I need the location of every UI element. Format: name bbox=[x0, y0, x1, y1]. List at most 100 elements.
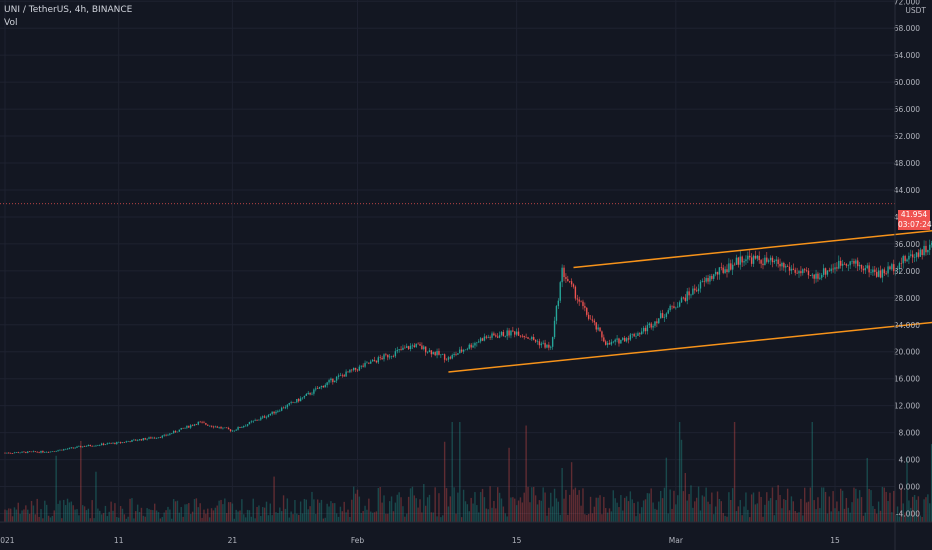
volume-bar bbox=[102, 513, 105, 522]
candle-body bbox=[4, 452, 6, 454]
volume-bar bbox=[720, 501, 723, 522]
candle-body bbox=[641, 331, 643, 335]
volume-bar bbox=[108, 511, 110, 522]
candle-body bbox=[146, 438, 148, 440]
candle-body bbox=[912, 254, 914, 258]
trendline-drawings[interactable] bbox=[448, 143, 932, 373]
candle-body bbox=[61, 449, 63, 451]
time-axis[interactable]: 20211121Feb15Mar15Apr1212:00May17Jun14Ju… bbox=[0, 521, 932, 545]
volume-bar bbox=[288, 517, 290, 522]
volume-bar bbox=[468, 511, 470, 522]
candle-body bbox=[375, 360, 378, 363]
candle-body bbox=[843, 263, 846, 265]
candle-body bbox=[618, 338, 620, 344]
candle-body bbox=[894, 269, 897, 272]
volume-bar bbox=[930, 444, 932, 522]
last-price-badge: 41.954 03:07:24 bbox=[898, 210, 932, 230]
candle-body bbox=[406, 346, 408, 348]
volume-bar bbox=[599, 495, 601, 522]
volume-bar bbox=[578, 490, 580, 522]
candle-body bbox=[9, 453, 12, 454]
volume-bar bbox=[762, 516, 764, 522]
volume-bar bbox=[785, 499, 787, 522]
volume-bar bbox=[929, 503, 931, 522]
candle-body bbox=[222, 427, 224, 429]
volume-bar bbox=[70, 501, 73, 522]
volume-bar bbox=[423, 484, 425, 522]
volume-bar bbox=[616, 502, 618, 522]
candle-body bbox=[731, 264, 734, 270]
price-tick-label: 32.000 bbox=[894, 267, 920, 276]
candle-body bbox=[205, 423, 207, 425]
candlesticks[interactable] bbox=[4, 177, 932, 454]
candle-body bbox=[42, 451, 44, 453]
time-tick-label: 11 bbox=[114, 536, 124, 545]
volume-bar bbox=[129, 498, 131, 522]
volume-bar bbox=[796, 512, 798, 522]
volume-bar bbox=[159, 518, 162, 522]
candle-body bbox=[362, 365, 364, 367]
volume-bar bbox=[860, 497, 863, 522]
volume-bar bbox=[728, 492, 730, 522]
volume-bar bbox=[606, 512, 609, 522]
volume-bar bbox=[161, 517, 163, 522]
candle-body bbox=[637, 333, 639, 336]
volume-bar bbox=[47, 515, 50, 522]
candle-body bbox=[81, 446, 84, 448]
candle-body bbox=[652, 325, 654, 328]
volume-bar bbox=[597, 497, 599, 522]
volume-bar bbox=[523, 492, 525, 522]
candle-body bbox=[908, 255, 910, 260]
candle-body bbox=[809, 275, 812, 276]
volume-bar bbox=[235, 509, 237, 522]
volume-bar bbox=[709, 504, 711, 522]
volume-bar bbox=[745, 492, 747, 522]
volume-bars bbox=[4, 422, 932, 522]
volume-bar bbox=[766, 492, 768, 522]
candle-body bbox=[529, 338, 531, 340]
volume-bar bbox=[371, 512, 374, 522]
candle-body bbox=[534, 339, 537, 342]
volume-bar bbox=[908, 500, 910, 522]
candle-body bbox=[785, 266, 787, 268]
candle-body bbox=[910, 254, 912, 256]
candle-body bbox=[586, 307, 588, 315]
volume-bar bbox=[125, 518, 127, 522]
candle-body bbox=[832, 268, 834, 270]
candle-body bbox=[27, 451, 29, 453]
candle-body bbox=[722, 267, 724, 273]
volume-bar bbox=[553, 488, 556, 522]
volume-bar bbox=[284, 508, 287, 522]
candle-body bbox=[161, 435, 163, 438]
candle-body bbox=[313, 389, 315, 394]
candle-body bbox=[335, 376, 338, 381]
volume-bar bbox=[396, 494, 398, 522]
candle-body bbox=[244, 425, 247, 427]
volume-bar bbox=[19, 513, 21, 522]
candle-body bbox=[589, 318, 592, 320]
candle-body bbox=[498, 335, 501, 338]
volume-bar bbox=[44, 500, 46, 522]
candle-body bbox=[595, 322, 597, 330]
volume-bar bbox=[550, 492, 552, 522]
candle-body bbox=[262, 416, 264, 418]
volume-bar bbox=[648, 493, 650, 522]
volume-indicator-label[interactable]: Vol bbox=[4, 18, 18, 28]
candle-body bbox=[72, 447, 74, 449]
volume-bar bbox=[769, 498, 772, 522]
volume-bar bbox=[822, 487, 825, 522]
candle-body bbox=[635, 335, 637, 337]
volume-bar bbox=[743, 506, 745, 522]
candle-body bbox=[836, 267, 838, 269]
volume-bar bbox=[641, 507, 643, 522]
volume-bar bbox=[233, 518, 235, 522]
volume-bar bbox=[656, 509, 658, 522]
volume-bar bbox=[339, 506, 342, 522]
volume-bar bbox=[659, 490, 662, 522]
candle-body bbox=[116, 442, 118, 444]
symbol-title[interactable]: UNI / TetherUS, 4h, BINANCE bbox=[4, 5, 133, 15]
volume-bar bbox=[847, 507, 849, 522]
volume-bar bbox=[231, 503, 234, 522]
volume-bar bbox=[705, 487, 707, 522]
